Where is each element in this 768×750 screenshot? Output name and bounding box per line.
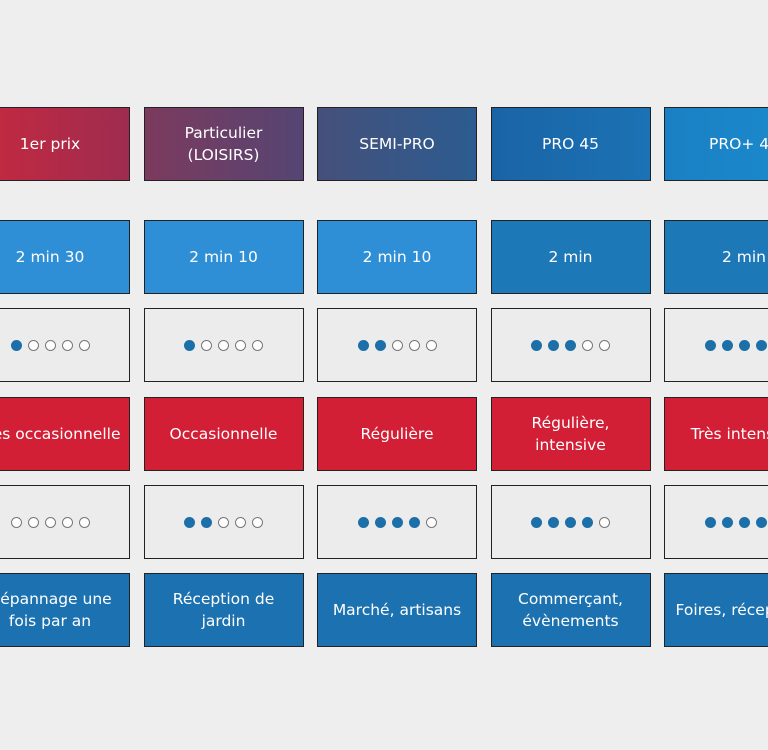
rating-dot-filled	[408, 516, 420, 528]
cell-text: Marché, artisans	[332, 601, 462, 619]
rating-dot-filled	[531, 339, 542, 351]
table-cell: Régulière	[317, 397, 477, 471]
rating-dot-empty	[78, 516, 90, 528]
table-cell: Très intensive	[664, 397, 768, 471]
rating-dot-filled	[531, 516, 542, 528]
table-cell: 2 min	[490, 220, 651, 294]
table-cell: 2 min 10	[143, 220, 304, 294]
rating-cell	[317, 308, 477, 382]
table-cell: Foires, réceptions	[664, 573, 768, 647]
rating-cell	[317, 485, 477, 559]
rating-dot-empty	[218, 339, 229, 351]
rating-cell	[143, 308, 304, 382]
cell-text: Occasionnelle	[169, 425, 278, 443]
rating-dot-empty	[252, 516, 263, 528]
rating-dot-empty	[61, 516, 73, 528]
cell-text: 2 min 10	[362, 248, 432, 266]
cell-text: 2 min 30	[15, 248, 85, 266]
rating-dot-filled	[548, 339, 559, 351]
rating-cell	[490, 308, 651, 382]
cell-text: Régulière, intensive	[531, 414, 610, 454]
table-cell: Commerçant, évènements	[490, 573, 651, 647]
cell-text: Dépannage une fois par an	[0, 590, 112, 630]
rating-cell	[0, 308, 130, 382]
rating-dot-filled	[548, 516, 559, 528]
rating-cell	[143, 485, 304, 559]
rating-dot-empty	[235, 339, 246, 351]
cell-text: 1er prix	[19, 135, 81, 153]
rating-dot-filled	[10, 339, 22, 351]
rating-dot-empty	[27, 339, 39, 351]
table-cell: Marché, artisans	[317, 573, 477, 647]
rating-dot-filled	[374, 516, 386, 528]
rating-dot-filled	[391, 516, 403, 528]
rating-dot-empty	[78, 339, 90, 351]
rating-dot-filled	[721, 339, 733, 351]
table-cell: 2 min	[664, 220, 768, 294]
rating-dot-empty	[44, 516, 56, 528]
table-cell: SEMI-PRO	[317, 107, 477, 181]
rating-dot-empty	[235, 516, 246, 528]
rating-dot-filled	[704, 516, 716, 528]
table-cell: 2 min 30	[0, 220, 130, 294]
table-cell: Très occasionnelle	[0, 397, 130, 471]
rating-dot-empty	[408, 339, 420, 351]
rating-dot-empty	[391, 339, 403, 351]
table-cell: 2 min 10	[317, 220, 477, 294]
rating-dot-empty	[425, 516, 437, 528]
rating-dot-empty	[252, 339, 263, 351]
rating-dot-empty	[201, 339, 212, 351]
rating-dot-empty	[61, 339, 73, 351]
rating-dot-empty	[10, 516, 22, 528]
rating-dot-filled	[582, 516, 593, 528]
rating-dot-filled	[738, 339, 750, 351]
table-cell: 1er prix	[0, 107, 130, 181]
rating-dot-filled	[721, 516, 733, 528]
table-cell: PRO+ 45	[664, 107, 768, 181]
cell-text: Particulier (LOISIRS)	[184, 124, 263, 164]
table-cell: Régulière, intensive	[490, 397, 651, 471]
rating-dot-empty	[599, 339, 610, 351]
cell-text: PRO+ 45	[709, 135, 768, 153]
rating-dot-empty	[425, 339, 437, 351]
rating-dot-filled	[755, 516, 767, 528]
rating-dot-empty	[44, 339, 56, 351]
table-cell: Dépannage une fois par an	[0, 573, 130, 647]
rating-dot-empty	[582, 339, 593, 351]
rating-dot-filled	[565, 339, 576, 351]
cell-text: PRO 45	[542, 135, 599, 153]
rating-dot-filled	[357, 516, 369, 528]
rating-dot-empty	[599, 516, 610, 528]
rating-cell	[664, 485, 768, 559]
cell-text: Commerçant, évènements	[518, 590, 623, 630]
cell-text: Réception de jardin	[172, 590, 275, 630]
table-cell: PRO 45	[490, 107, 651, 181]
rating-cell	[0, 485, 130, 559]
cell-text: Très occasionnelle	[0, 425, 121, 443]
table-cell: Occasionnelle	[143, 397, 304, 471]
rating-dot-filled	[201, 516, 212, 528]
cell-text: Foires, réceptions	[675, 601, 768, 619]
rating-dot-empty	[27, 516, 39, 528]
rating-dot-filled	[704, 339, 716, 351]
rating-cell	[490, 485, 651, 559]
table-cell: Particulier (LOISIRS)	[143, 107, 304, 181]
rating-dot-filled	[357, 339, 369, 351]
rating-cell	[664, 308, 768, 382]
table-cell: Réception de jardin	[143, 573, 304, 647]
rating-dot-filled	[565, 516, 576, 528]
rating-dot-filled	[374, 339, 386, 351]
cell-text: SEMI-PRO	[359, 135, 435, 153]
cell-text: 2 min 10	[189, 248, 258, 266]
cell-text: Régulière	[360, 425, 434, 443]
rating-dot-filled	[184, 516, 195, 528]
rating-dot-filled	[755, 339, 767, 351]
cell-text: 2 min	[548, 248, 593, 266]
rating-dot-filled	[184, 339, 195, 351]
rating-dot-empty	[218, 516, 229, 528]
rating-dot-filled	[738, 516, 750, 528]
cell-text: 2 min	[721, 248, 767, 266]
cell-text: Très intensive	[690, 425, 768, 443]
